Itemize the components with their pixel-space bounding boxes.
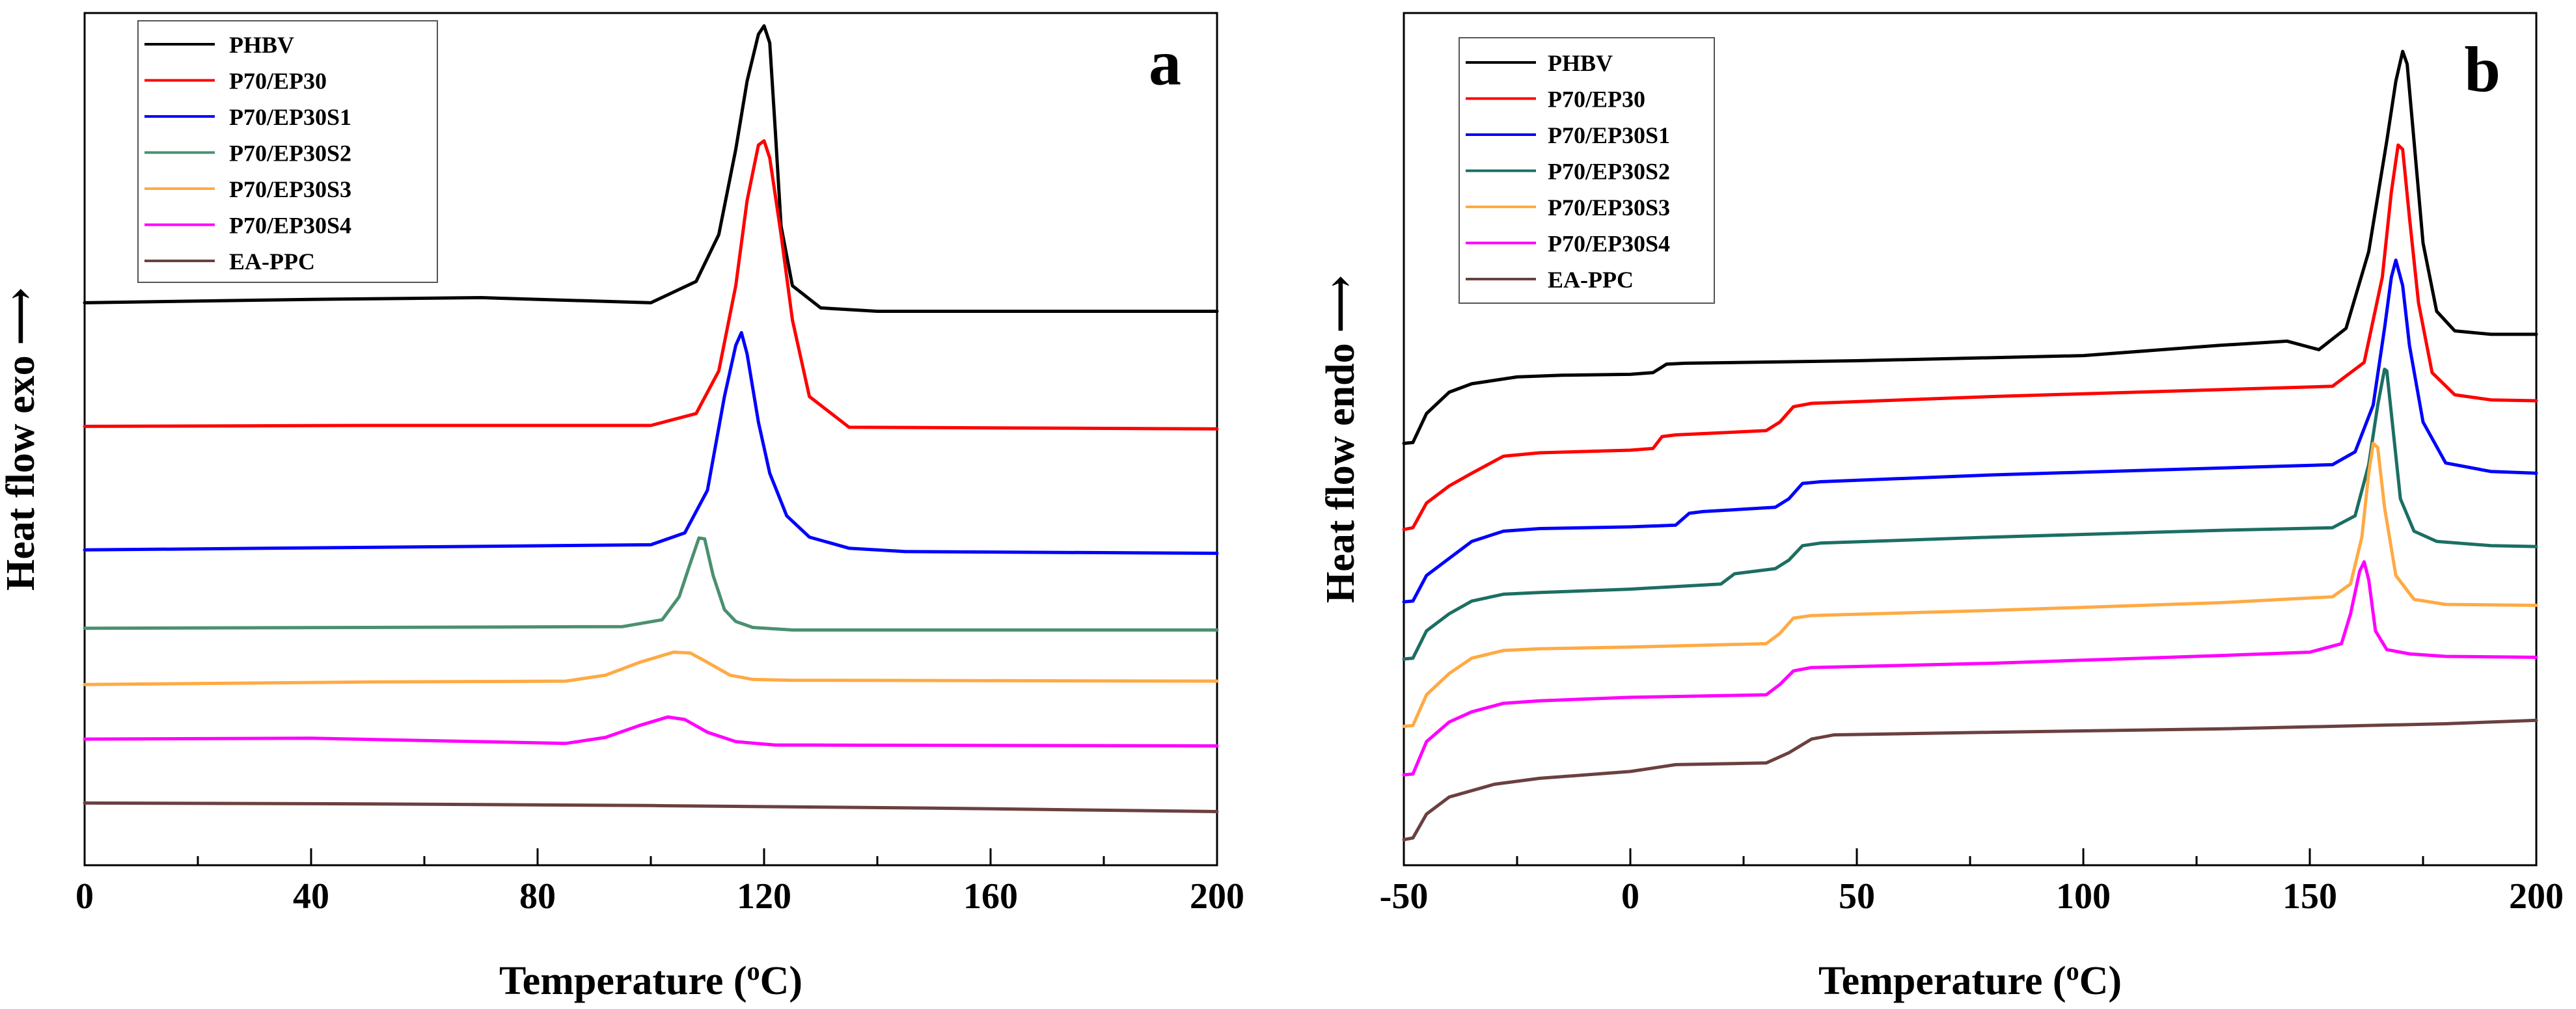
series-line-p70-ep30s1 — [83, 330, 1219, 555]
panel-a: 0 40 80 120 160 200 Temperature (oC) Heat flo… — [0, 12, 1244, 1003]
panel-a-series-layer — [83, 24, 1219, 813]
legend-label: P70/EP30 — [229, 68, 327, 94]
series-line-p70-ep30s3 — [1402, 442, 2538, 728]
panel-a-y-axis-title: Heat flow exo ⟶ — [0, 288, 43, 591]
x-tick-label: 40 — [293, 876, 329, 917]
x-tick-label: 50 — [1839, 876, 1875, 917]
panel-a-legend: PHBV P70/EP30 P70/EP30S1 P70/EP30S2 P70/EP30… — [137, 20, 438, 283]
legend-label: P70/EP30S3 — [229, 176, 351, 202]
legend-label: P70/EP30S1 — [1548, 122, 1670, 148]
x-tick-label: -50 — [1380, 876, 1429, 917]
panel-a-legend-items: PHBV P70/EP30 P70/EP30S1 P70/EP30S2 P70/EP30… — [144, 32, 351, 275]
panel-b-legend-items: PHBV P70/EP30 P70/EP30S1 P70/EP30S2 P70/EP30… — [1466, 50, 1670, 293]
x-tick-label: 100 — [2056, 876, 2111, 917]
panel-b-legend: PHBV P70/EP30 P70/EP30S1 P70/EP30S2 P70/EP30… — [1459, 37, 1715, 304]
x-tick-label: 80 — [519, 876, 556, 917]
legend-label: P70/EP30 — [1548, 87, 1645, 113]
legend-label: P70/EP30S4 — [229, 213, 351, 239]
panel-a-x-axis-title: Temperature (oC) — [499, 956, 802, 1003]
legend-label: P70/EP30S4 — [1548, 231, 1670, 257]
legend-label: P70/EP30S3 — [1548, 195, 1670, 221]
panel-b-series-layer — [1402, 49, 2538, 842]
series-line-ea-ppc — [83, 801, 1219, 813]
series-line-phbv — [83, 24, 1219, 313]
panel-b-letter: b — [2464, 33, 2501, 105]
panel-b-x-axis-title: Temperature (oC) — [1818, 956, 2122, 1003]
series-line-p70-ep30s3 — [83, 651, 1219, 686]
x-tick-label: 200 — [2509, 876, 2564, 917]
series-line-p70-ep30 — [83, 139, 1219, 431]
legend-label: EA-PPC — [229, 249, 315, 275]
panel-a-letter: a — [1149, 27, 1181, 99]
legend-label: P70/EP30S1 — [229, 104, 351, 130]
series-line-p70-ep30s2 — [83, 536, 1219, 632]
panel-b-y-axis-title: Heat flow endo ⟶ — [1319, 275, 1363, 603]
series-line-phbv — [1402, 49, 2538, 445]
series-line-ea-ppc — [1402, 718, 2538, 842]
panel-b: -50 0 50 100 150 200 Temperature (oC) Heat fl… — [1319, 12, 2564, 1003]
x-tick-label: 200 — [1190, 876, 1244, 917]
series-line-p70-ep30 — [1402, 143, 2538, 531]
x-tick-label: 120 — [737, 876, 791, 917]
x-tick-label: 160 — [963, 876, 1018, 917]
panel-b-tick-labels: -50 0 50 100 150 200 — [1380, 876, 2564, 917]
panel-a-tick-labels: 0 40 80 120 160 200 — [75, 876, 1244, 917]
legend-label: EA-PPC — [1548, 267, 1634, 293]
x-tick-label: 150 — [2282, 876, 2337, 917]
series-line-p70-ep30s4 — [1402, 560, 2538, 777]
legend-label: PHBV — [229, 32, 294, 58]
x-tick-label: 0 — [1621, 876, 1639, 917]
panel-b-tick-layer — [1403, 848, 2538, 865]
x-tick-label: 0 — [75, 876, 94, 917]
series-line-p70-ep30s4 — [83, 715, 1219, 748]
legend-label: P70/EP30S2 — [229, 141, 351, 167]
panel-a-tick-layer — [83, 848, 1218, 865]
legend-label: P70/EP30S2 — [1548, 159, 1670, 185]
series-line-p70-ep30s2 — [1402, 368, 2538, 661]
legend-label: PHBV — [1548, 50, 1613, 76]
series-line-p70-ep30s1 — [1402, 258, 2538, 604]
